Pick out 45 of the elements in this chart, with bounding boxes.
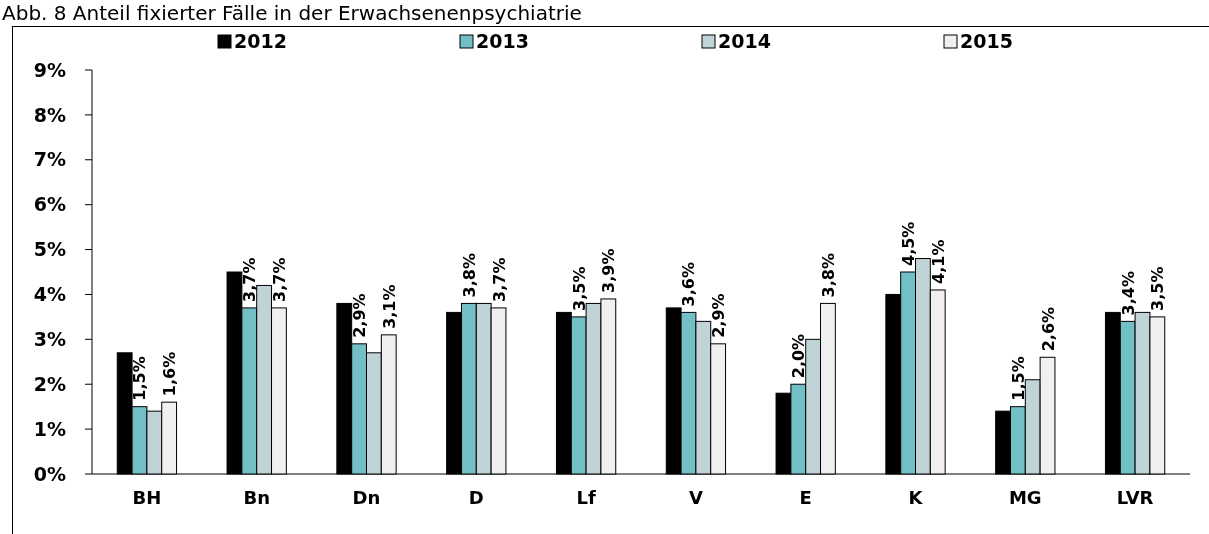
data-label: 3,9% [599, 248, 619, 293]
data-label: 4,1% [928, 239, 948, 284]
y-tick-label: 3% [33, 327, 66, 350]
data-label: 3,1% [379, 284, 399, 329]
y-tick-label: 4% [33, 283, 66, 306]
data-label: 3,7% [489, 257, 509, 302]
y-tick-label: 7% [33, 148, 66, 171]
data-label: 1,5% [1008, 356, 1028, 401]
x-tick-label: Bn [243, 487, 270, 508]
x-tick-label: E [799, 487, 812, 508]
data-label: 2,6% [1038, 306, 1058, 352]
data-label: 3,5% [569, 266, 589, 311]
y-tick-label: 8% [33, 103, 66, 126]
data-label: 3,8% [459, 253, 479, 298]
y-tick-label: 2% [33, 372, 66, 395]
x-tick-label: LVR [1116, 487, 1154, 508]
legend-label: 2012 [234, 30, 287, 52]
y-tick-label: 6% [33, 193, 66, 216]
data-label: 3,4% [1118, 271, 1138, 316]
x-tick-label: V [688, 487, 703, 508]
y-tick-label: 1% [33, 417, 66, 440]
data-label: 2,0% [789, 333, 809, 379]
x-tick-label: Dn [352, 487, 381, 508]
legend-label: 2013 [476, 30, 529, 52]
y-tick-label: 0% [33, 462, 66, 485]
data-label: 1,6% [160, 351, 180, 397]
legend-label: 2014 [718, 30, 771, 52]
data-label: 3,8% [818, 253, 838, 298]
x-tick-label: K [908, 487, 924, 508]
data-label: 2,9% [350, 293, 370, 338]
data-label: 2,9% [709, 293, 729, 338]
data-label: 4,5% [899, 221, 919, 266]
data-label: 3,7% [240, 257, 260, 302]
data-label: 1,5% [130, 356, 150, 401]
y-tick-label: 9% [33, 58, 66, 81]
chart-title: Abb. 8 Anteil fixierter Fälle in der Erwachsenenpsychiatrie [2, 1, 582, 25]
data-label: 3,6% [679, 262, 699, 307]
x-tick-label: Lf [576, 487, 596, 508]
data-label: 3,7% [269, 257, 289, 302]
legend-label: 2015 [960, 30, 1013, 52]
x-tick-label: D [468, 487, 484, 508]
data-label: 3,5% [1148, 266, 1168, 311]
y-tick-label: 5% [33, 238, 66, 261]
x-tick-label: MG [1008, 487, 1042, 508]
x-tick-label: BH [132, 487, 162, 508]
